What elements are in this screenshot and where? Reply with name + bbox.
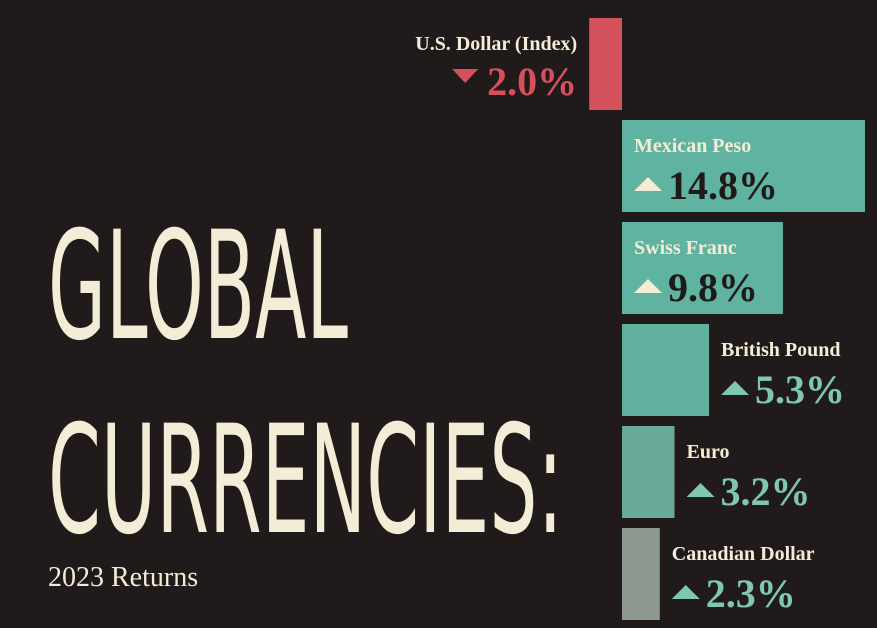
up-arrow [721, 381, 750, 395]
value-label: 9.8% [668, 265, 758, 310]
bar [622, 222, 783, 314]
chart-title: CURRENCIES: [48, 394, 563, 568]
category-label: British Pound [721, 339, 840, 361]
value-label: 2.3% [706, 571, 796, 616]
subtitle: 2023 Returns [48, 562, 198, 593]
up-arrow [634, 279, 662, 293]
bar [589, 18, 622, 110]
category-label: U.S. Dollar (Index) [415, 33, 577, 55]
value-label: 5.3% [755, 367, 845, 412]
bar [622, 426, 675, 518]
bar [622, 120, 865, 212]
bar [622, 324, 710, 416]
bar [622, 528, 660, 620]
value-label: 3.2% [721, 469, 811, 514]
chart-title: GLOBAL [48, 200, 348, 374]
value-label: 14.8% [668, 163, 778, 208]
category-label: Canadian Dollar [672, 543, 815, 565]
up-arrow [634, 177, 662, 191]
down-arrow [452, 69, 479, 83]
up-arrow [671, 585, 700, 599]
up-arrow [686, 483, 715, 497]
category-label: Mexican Peso [634, 135, 751, 157]
value-label: 2.0% [487, 59, 577, 104]
category-label: Swiss Franc [634, 237, 737, 259]
category-label: Euro [687, 441, 730, 463]
